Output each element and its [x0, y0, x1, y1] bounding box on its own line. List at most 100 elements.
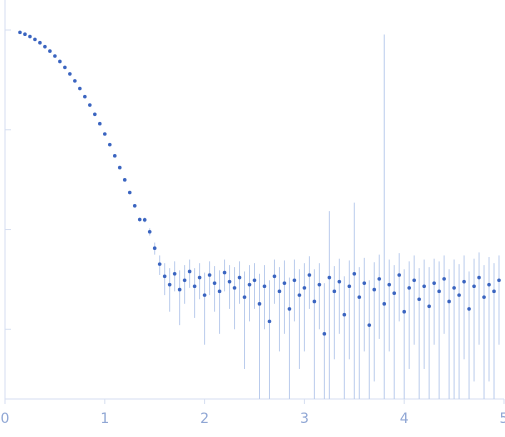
point — [38, 40, 42, 45]
point — [43, 44, 47, 49]
point — [88, 103, 92, 107]
point — [337, 279, 342, 284]
point — [297, 293, 302, 297]
point — [417, 297, 421, 302]
point — [232, 286, 237, 290]
point — [93, 112, 97, 117]
point — [347, 284, 352, 289]
point — [202, 293, 207, 297]
point — [237, 275, 242, 280]
point — [73, 79, 77, 83]
x-tick-label: 3 — [300, 411, 309, 427]
point — [422, 284, 426, 289]
point — [427, 304, 431, 309]
point — [167, 282, 172, 287]
point — [78, 86, 82, 91]
point — [477, 275, 481, 280]
point — [342, 312, 347, 317]
point — [262, 284, 267, 289]
point — [137, 217, 142, 222]
point — [492, 289, 496, 294]
point — [282, 281, 287, 285]
point — [207, 273, 212, 277]
point — [437, 289, 441, 294]
point — [412, 278, 416, 283]
point — [452, 286, 456, 290]
x-tick-label: 2 — [200, 411, 209, 427]
point — [222, 270, 227, 275]
point — [127, 190, 132, 195]
point — [157, 262, 162, 266]
point — [302, 286, 307, 290]
point — [187, 269, 192, 274]
point — [432, 281, 436, 285]
point — [377, 277, 382, 281]
point — [467, 307, 471, 311]
point — [162, 274, 167, 279]
point — [397, 273, 402, 277]
point — [177, 287, 182, 292]
point — [33, 37, 37, 42]
x-tick-label: 0 — [1, 411, 10, 427]
point — [332, 289, 337, 294]
point — [212, 281, 217, 285]
point — [107, 142, 112, 147]
point — [83, 94, 87, 99]
point — [472, 284, 476, 289]
point — [48, 49, 52, 53]
x-tick-label: 1 — [100, 411, 109, 427]
point — [357, 295, 362, 299]
point — [267, 319, 272, 324]
point — [362, 281, 367, 285]
point — [103, 132, 107, 136]
point — [497, 278, 501, 283]
point — [392, 291, 397, 295]
point — [53, 54, 57, 58]
point — [287, 307, 292, 311]
point — [152, 246, 157, 250]
point — [182, 278, 187, 283]
point — [317, 282, 322, 287]
point — [242, 295, 247, 299]
point — [122, 178, 127, 182]
point — [23, 32, 27, 37]
point — [257, 302, 262, 306]
point — [372, 287, 377, 292]
point — [277, 289, 282, 294]
point — [117, 165, 122, 170]
point — [98, 121, 102, 126]
point — [382, 302, 387, 306]
point — [367, 323, 372, 327]
point — [307, 273, 312, 277]
point — [327, 275, 332, 280]
point — [227, 279, 232, 284]
point — [387, 282, 392, 287]
point — [457, 293, 461, 297]
point — [172, 271, 177, 276]
point — [142, 218, 147, 222]
point — [132, 203, 137, 208]
point — [28, 34, 32, 39]
point — [442, 277, 446, 281]
point — [487, 282, 491, 287]
x-tick-label: 5 — [500, 411, 505, 427]
point — [63, 65, 67, 70]
point — [322, 332, 327, 336]
point — [58, 59, 62, 64]
point — [447, 299, 451, 304]
point — [272, 274, 277, 279]
point — [192, 284, 197, 289]
point — [18, 30, 22, 35]
point — [402, 309, 407, 314]
point — [68, 72, 72, 76]
x-tick-label: 4 — [400, 411, 409, 427]
point — [292, 278, 297, 283]
point — [197, 275, 202, 280]
point — [312, 299, 317, 304]
point — [407, 286, 411, 290]
point — [352, 271, 357, 276]
point — [112, 154, 117, 158]
point — [217, 289, 222, 294]
point — [147, 229, 152, 234]
